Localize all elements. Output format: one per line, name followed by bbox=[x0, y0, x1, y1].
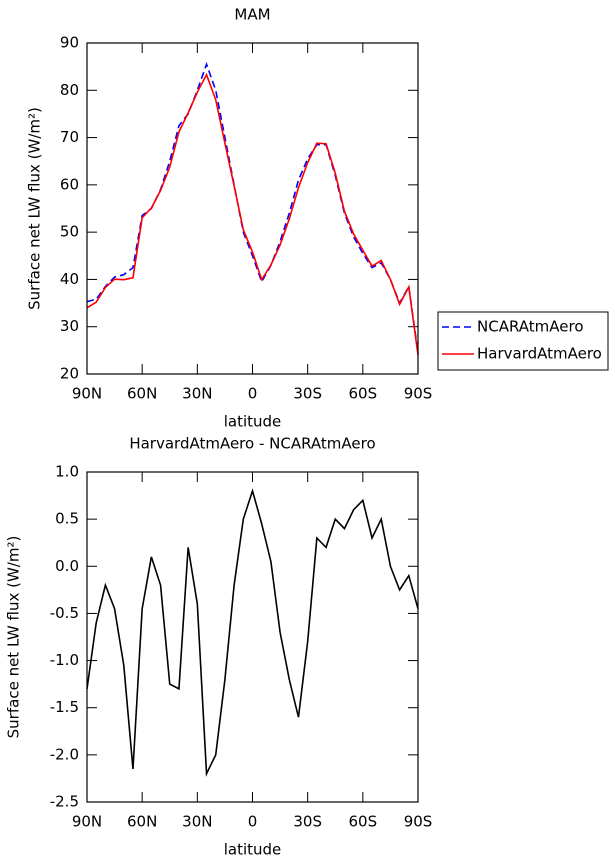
x-tick-label: 90S bbox=[404, 813, 433, 831]
x-tick-label: 30S bbox=[293, 813, 322, 831]
y-tick-label: 1.0 bbox=[55, 463, 79, 481]
chart-title: MAM bbox=[234, 6, 270, 24]
y-tick-label: 30 bbox=[60, 317, 79, 335]
legend-label: NCARAtmAero bbox=[477, 318, 584, 336]
y-tick-label: -0.5 bbox=[50, 604, 79, 622]
x-tick-label: 30N bbox=[182, 385, 212, 403]
y-tick-label: 90 bbox=[60, 34, 79, 52]
y-tick-label: 50 bbox=[60, 223, 79, 241]
y-axis-label: Surface net LW flux (W/m²) bbox=[5, 536, 23, 739]
x-tick-label: 30S bbox=[293, 385, 322, 403]
x-tick-label: 30N bbox=[182, 813, 212, 831]
x-axis-label: latitude bbox=[224, 413, 282, 431]
x-tick-label: 90N bbox=[72, 385, 102, 403]
data-line bbox=[86, 72, 419, 355]
x-tick-label: 90N bbox=[72, 813, 102, 831]
y-tick-label: 0.5 bbox=[55, 510, 79, 528]
y-tick-label: 60 bbox=[60, 175, 79, 193]
y-tick-label: -1.5 bbox=[50, 698, 79, 716]
plot-frame bbox=[86, 42, 419, 375]
y-tick-label: 20 bbox=[60, 365, 79, 383]
data-line bbox=[86, 488, 419, 777]
y-tick-label: -1.0 bbox=[50, 651, 79, 669]
y-tick-label: -2.0 bbox=[50, 745, 79, 763]
x-axis-label: latitude bbox=[224, 841, 282, 859]
y-tick-label: -2.5 bbox=[50, 793, 79, 811]
x-tick-label: 90S bbox=[404, 385, 433, 403]
x-tick-label: 60N bbox=[127, 813, 157, 831]
legend-label: HarvardAtmAero bbox=[477, 345, 602, 363]
plot-frame bbox=[86, 471, 419, 803]
y-tick-label: 70 bbox=[60, 128, 79, 146]
y-tick-label: 80 bbox=[60, 81, 79, 99]
x-tick-label: 0 bbox=[248, 385, 258, 403]
x-tick-label: 60N bbox=[127, 385, 157, 403]
x-tick-label: 60S bbox=[349, 385, 378, 403]
x-tick-label: 60S bbox=[349, 813, 378, 831]
chart-title: HarvardAtmAero - NCARAtmAero bbox=[129, 435, 375, 453]
y-tick-label: 40 bbox=[60, 270, 79, 288]
y-tick-label: 0.0 bbox=[55, 557, 79, 575]
data-line bbox=[86, 61, 419, 353]
x-tick-label: 0 bbox=[248, 813, 258, 831]
legend-box bbox=[437, 311, 609, 371]
y-axis-label: Surface net LW flux (W/m²) bbox=[26, 107, 44, 310]
